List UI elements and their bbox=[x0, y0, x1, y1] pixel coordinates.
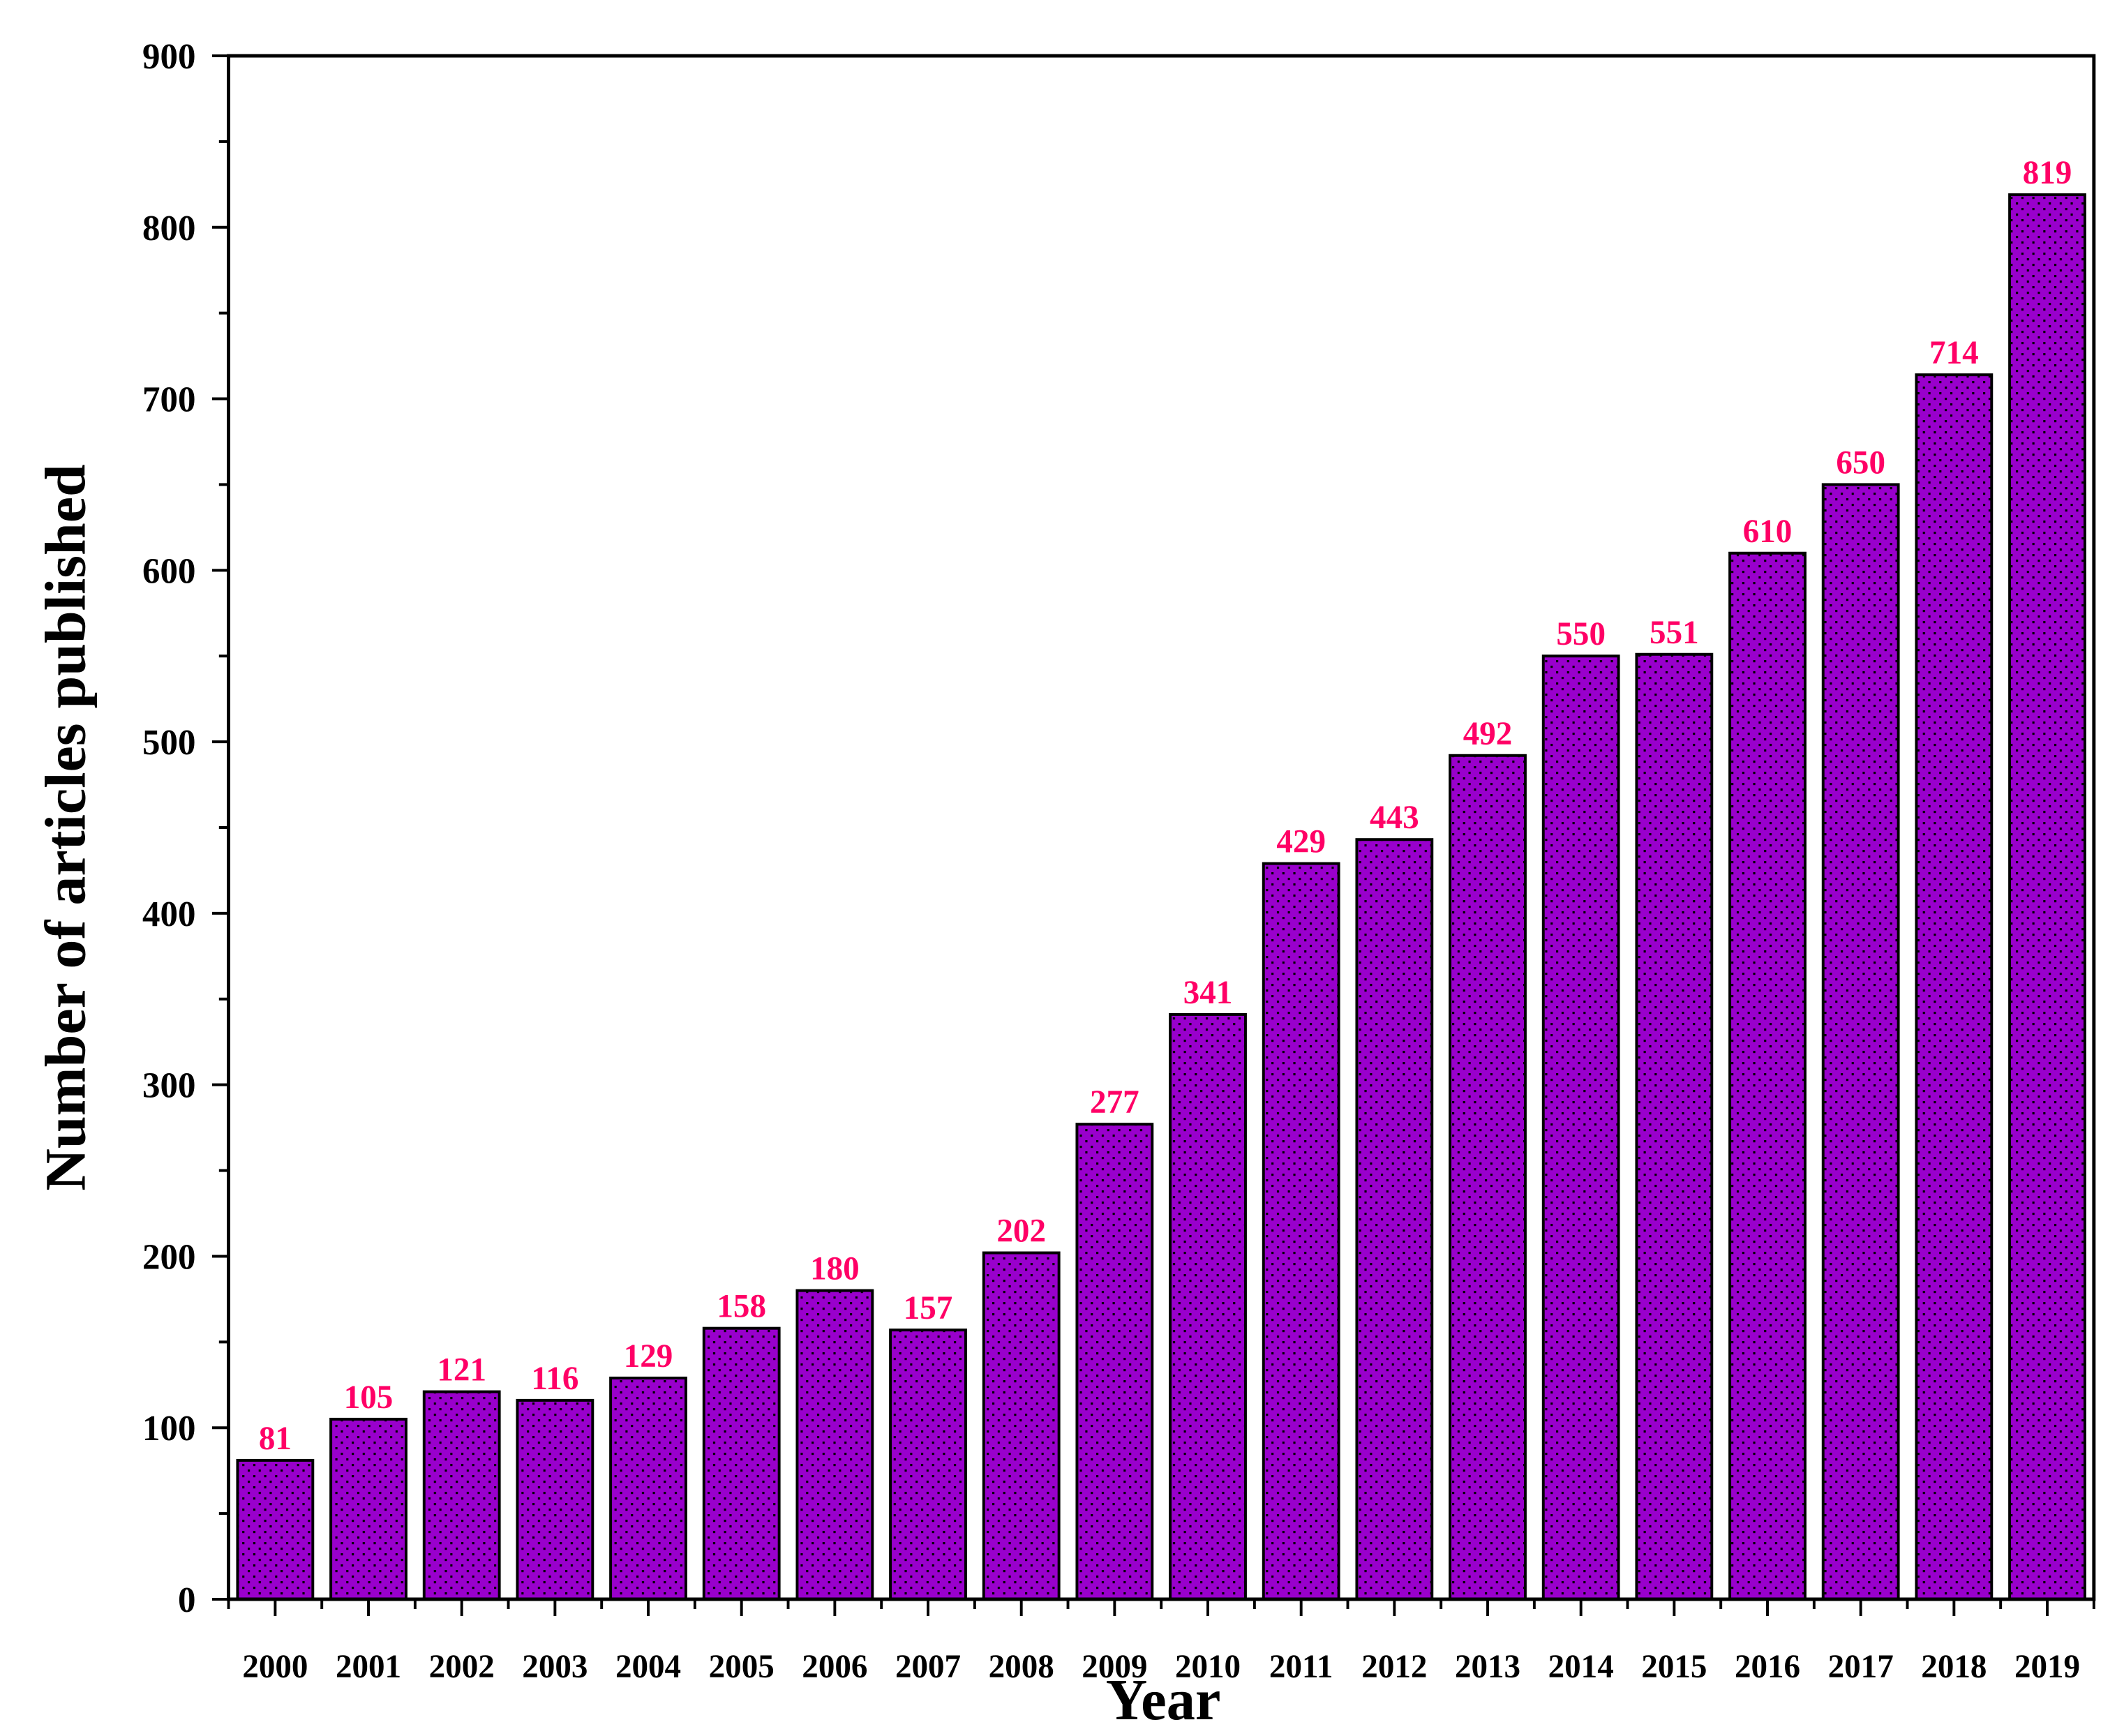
value-label: 105 bbox=[344, 1379, 394, 1416]
x-tick-label: 2011 bbox=[1269, 1649, 1333, 1686]
y-tick-label: 0 bbox=[178, 1580, 195, 1621]
y-tick-label: 600 bbox=[142, 551, 195, 592]
value-label: 202 bbox=[996, 1213, 1046, 1250]
value-label: 81 bbox=[259, 1421, 292, 1458]
bar-pattern bbox=[1728, 551, 1807, 1601]
value-label: 157 bbox=[904, 1290, 953, 1327]
x-tick-label: 2017 bbox=[1828, 1649, 1894, 1686]
y-tick-label: 500 bbox=[142, 723, 195, 763]
bar-pattern bbox=[422, 1390, 501, 1601]
x-tick-label: 2012 bbox=[1361, 1649, 1427, 1686]
x-tick-label: 2008 bbox=[989, 1649, 1054, 1686]
value-label: 158 bbox=[717, 1288, 766, 1325]
bar-pattern bbox=[982, 1251, 1061, 1601]
bar-pattern bbox=[2008, 193, 2086, 1601]
bar-pattern bbox=[795, 1289, 874, 1601]
value-label: 550 bbox=[1556, 616, 1606, 653]
x-tick-label: 2007 bbox=[895, 1649, 961, 1686]
x-tick-label: 2005 bbox=[709, 1649, 775, 1686]
value-label: 429 bbox=[1276, 823, 1326, 860]
value-label: 116 bbox=[531, 1360, 578, 1397]
x-tick-label: 2004 bbox=[615, 1649, 681, 1686]
x-tick-label: 2006 bbox=[802, 1649, 867, 1686]
x-tick-label: 2018 bbox=[1921, 1649, 1987, 1686]
value-label: 650 bbox=[1836, 444, 1885, 481]
bar-pattern bbox=[1262, 862, 1340, 1601]
y-tick-label: 200 bbox=[142, 1237, 195, 1278]
x-tick-label: 2000 bbox=[242, 1649, 308, 1686]
value-label: 180 bbox=[810, 1250, 860, 1287]
bar-pattern bbox=[1821, 483, 1900, 1601]
x-tick-label: 2013 bbox=[1455, 1649, 1520, 1686]
bar-pattern bbox=[1915, 373, 1994, 1601]
value-label: 819 bbox=[2023, 155, 2072, 192]
x-tick-label: 2003 bbox=[522, 1649, 588, 1686]
bar-pattern bbox=[1635, 652, 1714, 1601]
bar-pattern bbox=[1355, 838, 1434, 1601]
bar-pattern bbox=[889, 1329, 967, 1601]
bar-pattern bbox=[1075, 1123, 1154, 1601]
value-label: 129 bbox=[624, 1338, 673, 1375]
x-tick-label: 2016 bbox=[1735, 1649, 1800, 1686]
y-tick-label: 700 bbox=[142, 380, 195, 420]
x-tick-label: 2001 bbox=[336, 1649, 401, 1686]
y-tick-label: 100 bbox=[142, 1409, 195, 1449]
value-label: 121 bbox=[437, 1352, 486, 1389]
value-label: 277 bbox=[1090, 1084, 1139, 1121]
bar-pattern bbox=[329, 1417, 407, 1601]
value-label: 551 bbox=[1650, 614, 1699, 651]
value-label: 714 bbox=[1929, 335, 1979, 372]
x-tick-label: 2019 bbox=[2014, 1649, 2080, 1686]
value-label: 610 bbox=[1743, 513, 1793, 550]
value-label: 341 bbox=[1183, 974, 1233, 1011]
bar-pattern bbox=[1169, 1012, 1247, 1601]
bar-pattern bbox=[1541, 654, 1620, 1601]
plot-frame bbox=[227, 54, 2096, 1601]
x-tick-label: 2014 bbox=[1548, 1649, 1614, 1686]
y-tick-label: 400 bbox=[142, 894, 195, 934]
y-tick-label: 800 bbox=[142, 208, 195, 248]
bar-pattern bbox=[236, 1458, 315, 1601]
x-tick-label: 2002 bbox=[429, 1649, 495, 1686]
bar-pattern bbox=[1449, 754, 1527, 1601]
bar-pattern bbox=[702, 1326, 781, 1601]
value-label: 492 bbox=[1463, 715, 1513, 752]
x-tick-label: 2015 bbox=[1641, 1649, 1707, 1686]
x-axis-title: Year bbox=[1106, 1667, 1221, 1732]
x-tick-label: 2010 bbox=[1175, 1649, 1241, 1686]
y-tick-label: 300 bbox=[142, 1065, 195, 1106]
bar-pattern bbox=[516, 1398, 594, 1601]
y-tick-label: 900 bbox=[142, 37, 195, 77]
x-tick-label: 2009 bbox=[1082, 1649, 1147, 1686]
bar-pattern bbox=[609, 1376, 687, 1601]
y-axis-title: Number of articles published bbox=[33, 464, 97, 1190]
value-label: 443 bbox=[1370, 800, 1419, 837]
